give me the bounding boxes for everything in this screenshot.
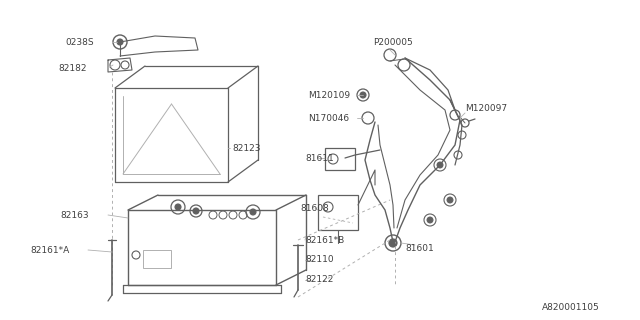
Bar [318,195,358,230]
Circle shape [175,204,181,210]
Bar [325,148,355,170]
Circle shape [389,239,397,247]
Text: 82163: 82163 [60,211,88,220]
Circle shape [250,209,256,215]
Circle shape [193,208,199,214]
Text: 82161*B: 82161*B [305,236,344,244]
Text: 81608: 81608 [300,204,329,212]
Text: 82122: 82122 [305,276,333,284]
Text: 82161*A: 82161*A [30,245,69,254]
Text: 82123: 82123 [232,143,260,153]
Text: M120109: M120109 [308,91,350,100]
Text: N170046: N170046 [308,114,349,123]
Circle shape [117,39,123,45]
Circle shape [437,162,443,168]
Text: P200005: P200005 [373,37,413,46]
Text: 82182: 82182 [58,63,86,73]
Text: 82110: 82110 [305,255,333,265]
Text: M120097: M120097 [465,103,507,113]
Circle shape [447,197,453,203]
Text: 81601: 81601 [405,244,434,252]
Text: 0238S: 0238S [65,37,93,46]
Text: A820001105: A820001105 [542,303,600,313]
Circle shape [427,217,433,223]
Bar [143,250,171,268]
Text: 81611: 81611 [305,154,333,163]
Circle shape [360,92,366,98]
